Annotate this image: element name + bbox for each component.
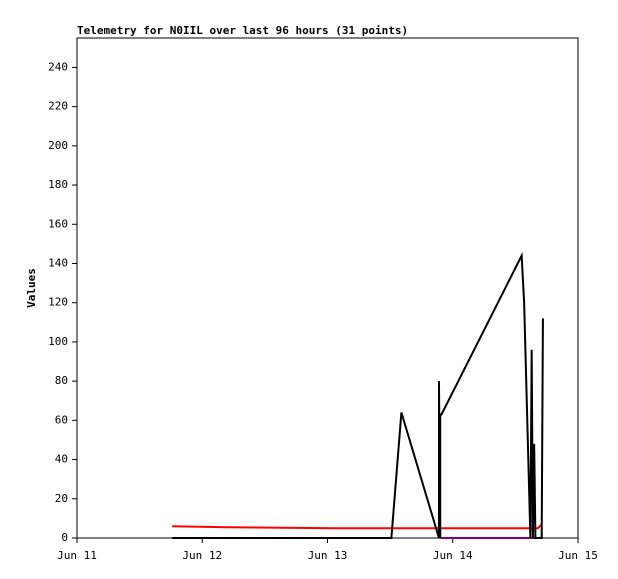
x-tick-label: Jun 13 [308,549,348,562]
y-tick-label: 140 [48,256,68,269]
y-tick-label: 120 [48,296,68,309]
x-tick-label: Jun 11 [57,549,97,562]
y-axis-label: Values [25,268,38,308]
y-tick-label: 220 [48,100,68,113]
y-tick-label: 180 [48,178,68,191]
x-tick-label: Jun 15 [558,549,598,562]
y-tick-label: 0 [61,531,68,544]
plot-frame [76,37,579,539]
y-tick-label: 160 [48,217,68,230]
y-tick-label: 80 [55,374,68,387]
y-tick-label: 40 [55,453,68,466]
y-tick-label: 100 [48,335,68,348]
y-tick-label: 20 [55,492,68,505]
x-tick-label: Jun 12 [182,549,222,562]
y-tick-label: 200 [48,139,68,152]
chart-title: Telemetry for N0IIL over last 96 hours (… [77,24,408,37]
series-line [172,251,544,539]
series-line [172,523,543,530]
y-tick-label: 240 [48,60,68,73]
y-tick-label: 60 [55,413,68,426]
x-tick-label: Jun 14 [433,549,473,562]
